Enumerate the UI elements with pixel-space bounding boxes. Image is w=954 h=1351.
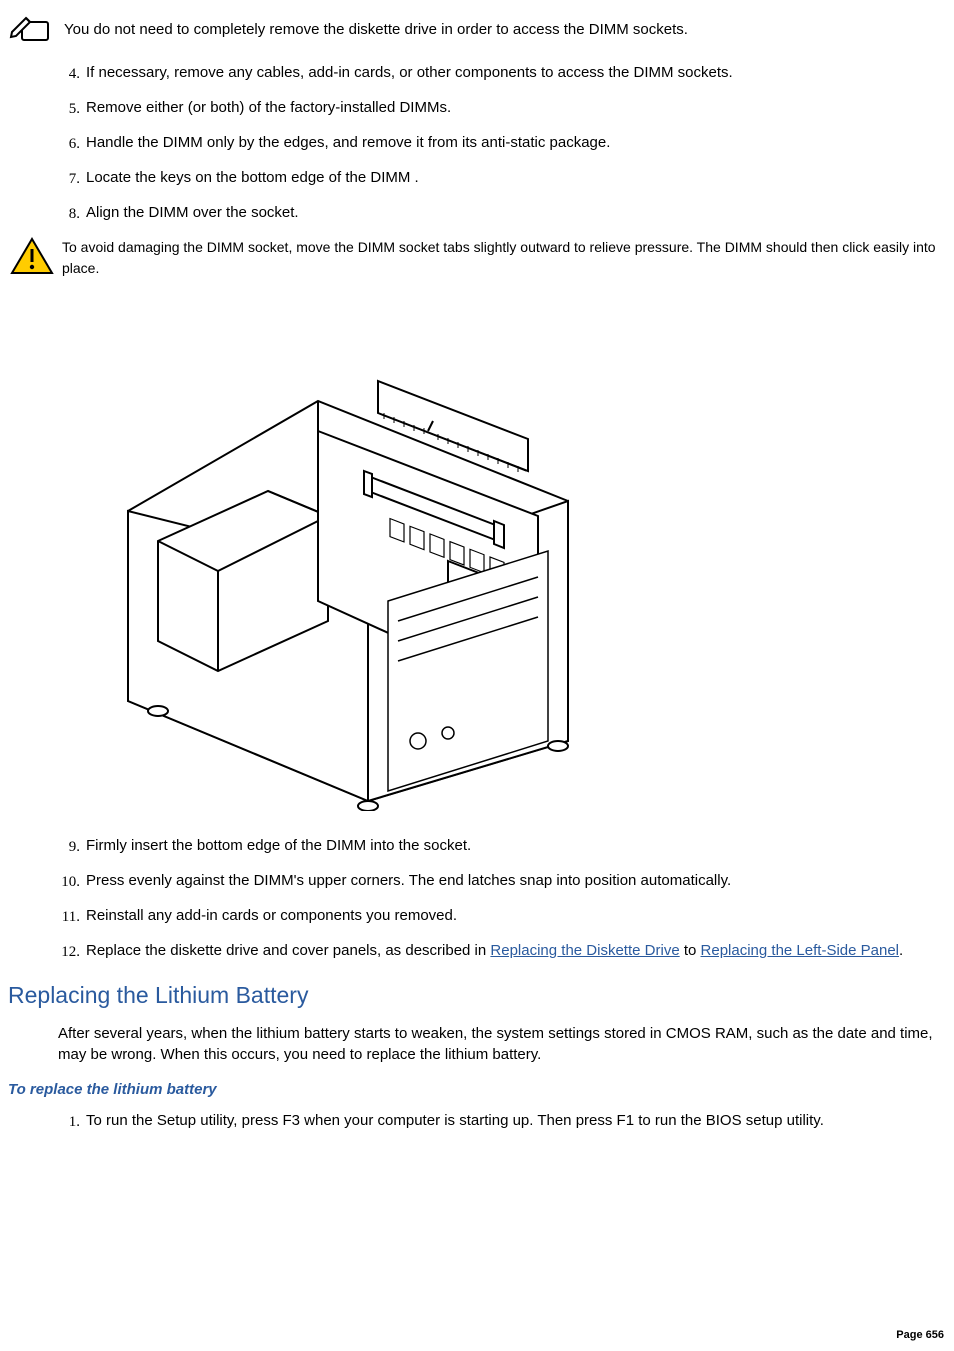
step-text: If necessary, remove any cables, add-in … — [86, 64, 733, 81]
step-number: 5. — [58, 99, 80, 120]
steps-group-a: 4. If necessary, remove any cables, add-… — [58, 62, 938, 223]
step-number: 9. — [58, 837, 80, 858]
step-number: 7. — [58, 169, 80, 190]
step-10: 10. Press evenly against the DIMM's uppe… — [58, 870, 938, 891]
step-7: 7. Locate the keys on the bottom edge of… — [58, 167, 938, 188]
step-text-pre: Replace the diskette drive and cover pan… — [86, 942, 490, 959]
steps-group-b: 9. Firmly insert the bottom edge of the … — [58, 835, 938, 961]
note-text: You do not need to completely remove the… — [64, 19, 688, 40]
procedure-title: To replace the lithium battery — [8, 1079, 938, 1100]
step-number: 12. — [58, 942, 80, 963]
step-text-post: . — [899, 942, 903, 959]
pencil-note-icon — [8, 8, 54, 50]
step-text: Remove either (or both) of the factory-i… — [86, 99, 451, 116]
step-8: 8. Align the DIMM over the socket. — [58, 202, 938, 223]
warning-triangle-icon — [10, 237, 54, 281]
step-text: Handle the DIMM only by the edges, and r… — [86, 134, 610, 151]
step-12: 12. Replace the diskette drive and cover… — [58, 940, 938, 961]
step-text: Align the DIMM over the socket. — [86, 204, 299, 221]
warning-text: To avoid damaging the DIMM socket, move … — [62, 239, 936, 276]
step-number: 4. — [58, 64, 80, 85]
step-9: 9. Firmly insert the bottom edge of the … — [58, 835, 938, 856]
step-text: Press evenly against the DIMM's upper co… — [86, 872, 731, 889]
note-diskette-drive: You do not need to completely remove the… — [8, 8, 938, 50]
step-number: 1. — [58, 1112, 80, 1133]
step-number: 6. — [58, 134, 80, 155]
step-c1: 1. To run the Setup utility, press F3 wh… — [58, 1110, 938, 1131]
step-5: 5. Remove either (or both) of the factor… — [58, 97, 938, 118]
step-text: To run the Setup utility, press F3 when … — [86, 1112, 824, 1129]
step-text: Firmly insert the bottom edge of the DIM… — [86, 837, 471, 854]
step-6: 6. Handle the DIMM only by the edges, an… — [58, 132, 938, 153]
page-number: Page 656 — [896, 1328, 944, 1343]
step-4: 4. If necessary, remove any cables, add-… — [58, 62, 938, 83]
step-text: Reinstall any add-in cards or components… — [86, 907, 457, 924]
step-text: Locate the keys on the bottom edge of th… — [86, 169, 419, 186]
steps-group-c: 1. To run the Setup utility, press F3 wh… — [58, 1110, 938, 1131]
step-number: 10. — [58, 872, 80, 893]
link-replacing-diskette-drive[interactable]: Replacing the Diskette Drive — [490, 942, 679, 959]
step-11: 11. Reinstall any add-in cards or compon… — [58, 905, 938, 926]
link-replacing-left-side-panel[interactable]: Replacing the Left-Side Panel — [701, 942, 899, 959]
step-number: 11. — [58, 907, 80, 928]
heading-replacing-lithium-battery: Replacing the Lithium Battery — [8, 979, 938, 1011]
figure-dimm-install — [68, 301, 938, 811]
section-intro-text: After several years, when the lithium ba… — [58, 1023, 938, 1065]
step-text-mid: to — [680, 942, 701, 959]
warning-dimm-socket: To avoid damaging the DIMM socket, move … — [8, 237, 938, 281]
step-number: 8. — [58, 204, 80, 225]
